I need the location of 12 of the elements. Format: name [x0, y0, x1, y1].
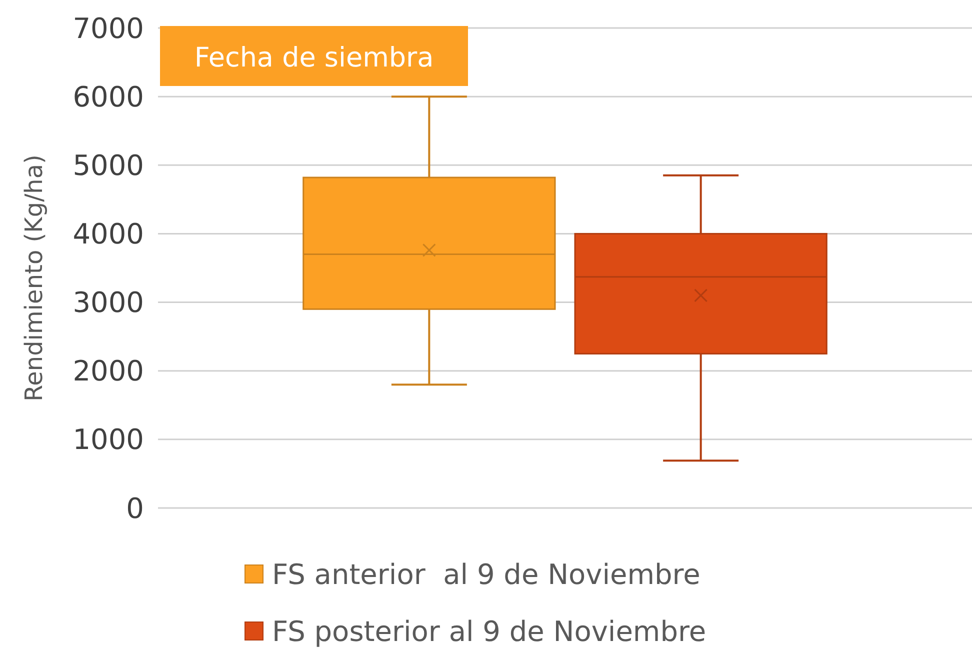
y-axis-title: Rendimiento (Kg/ha) — [20, 154, 48, 402]
text: Fecha de siembra — [194, 42, 434, 74]
y-tick-label: 0 — [126, 492, 144, 525]
y-tick-label: 7000 — [72, 12, 144, 45]
legend-label: FS posterior al 9 de Noviembre — [272, 614, 706, 648]
y-tick-label: 6000 — [72, 80, 144, 114]
y-tick-label: 5000 — [72, 148, 144, 182]
y-tick-label: 2000 — [72, 354, 144, 388]
y-tick-label: 3000 — [72, 286, 144, 320]
y-tick-label: 4000 — [72, 218, 144, 251]
legend-label: FS anterior al 9 de Noviembre — [272, 558, 700, 591]
y-tick-label: 1000 — [72, 423, 144, 456]
